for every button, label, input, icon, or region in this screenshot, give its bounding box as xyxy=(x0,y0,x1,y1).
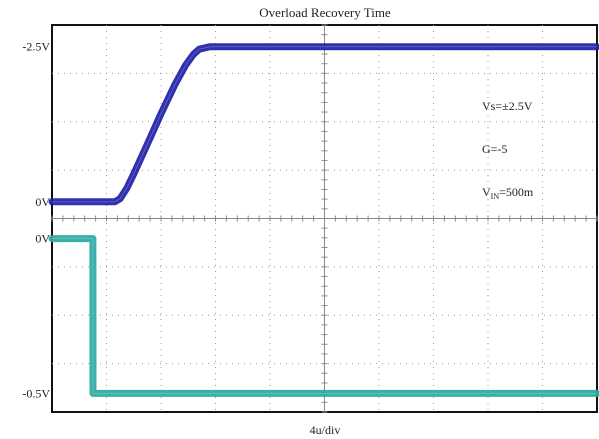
annotation-vs: Vs=±2.5V xyxy=(482,99,533,113)
y-tick-label-output: 0V xyxy=(35,195,50,209)
trace-input-highlight xyxy=(52,238,597,394)
settings-annotation: Vs=±2.5V G=-5 VIN=500m xyxy=(482,99,534,201)
axis-labels: -2.5V 0V 0V -0.5V xyxy=(22,40,50,401)
annotation-vin: VIN=500m xyxy=(482,185,534,201)
y-tick-label-output: -2.5V xyxy=(22,40,50,54)
chart-title: Overload Recovery Time xyxy=(259,5,391,20)
traces xyxy=(48,43,599,397)
y-tick-label-input: -0.5V xyxy=(22,386,50,400)
trace-output xyxy=(48,43,599,206)
trace-input xyxy=(48,235,599,397)
annotation-gain: G=-5 xyxy=(482,142,507,156)
annotation-vin-subscript: IN xyxy=(491,192,500,201)
trace-output-highlight xyxy=(52,46,597,203)
y-tick-label-input: 0V xyxy=(35,232,50,246)
x-axis-label: 4u/div xyxy=(310,423,341,437)
graticule xyxy=(51,24,598,413)
annotation-vin-prefix: V xyxy=(482,185,491,199)
annotation-vin-suffix: =500m xyxy=(499,185,534,199)
